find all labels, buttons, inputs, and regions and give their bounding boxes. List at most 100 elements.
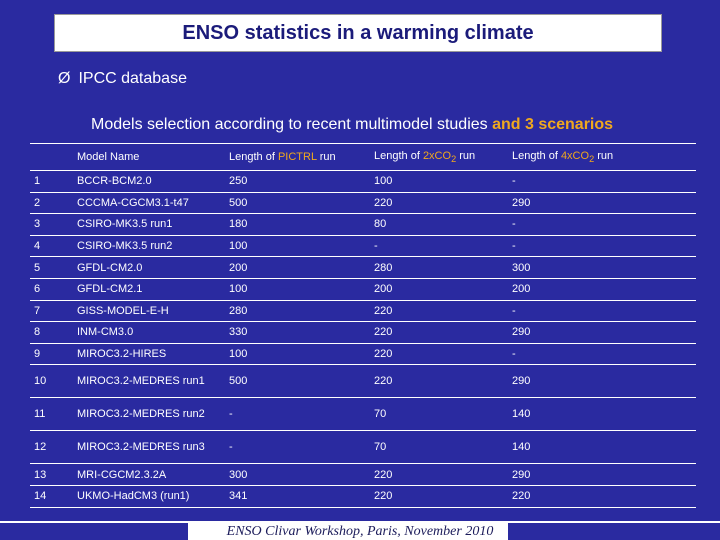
header-number: [30, 143, 73, 171]
4xco2-length: 200: [508, 277, 696, 301]
row-number: 10: [30, 364, 73, 399]
2xco2-length: 220: [370, 191, 508, 215]
row-number: 1: [30, 170, 73, 193]
2xco2-length: -: [370, 234, 508, 258]
row-number: 3: [30, 213, 73, 236]
row-number: 14: [30, 484, 73, 508]
row-number: 6: [30, 277, 73, 301]
2xco2-length: 220: [370, 484, 508, 508]
4xco2-length: 220: [508, 484, 696, 508]
2xco2-length: 220: [370, 463, 508, 486]
header-4xco2-pre: Length of: [512, 149, 561, 162]
model-name: CSIRO-MK3.5 run2: [73, 234, 225, 258]
pictrl-length: 180: [225, 213, 370, 236]
pictrl-length: 100: [225, 342, 370, 366]
model-name: MIROC3.2-HIRES: [73, 342, 225, 366]
table-row: 11 MIROC3.2-MEDRES run2-70 140: [30, 397, 696, 432]
2xco2-length: 100: [370, 170, 508, 193]
models-table: Model Name Length of PICTRL run Length o…: [30, 143, 696, 508]
footer-divider: [0, 521, 720, 523]
row-number: 5: [30, 256, 73, 279]
2xco2-length: 220: [370, 321, 508, 344]
pictrl-length: 500: [225, 191, 370, 215]
4xco2-length: -: [508, 234, 696, 258]
model-name: INM-CM3.0: [73, 321, 225, 344]
pictrl-length: 341: [225, 484, 370, 508]
header-pictrl: Length of PICTRL run: [225, 143, 370, 171]
header-2xco2-hl: 2xCO: [422, 149, 452, 162]
bullet-text: IPCC database: [78, 70, 187, 87]
header-4xco2-post: run: [594, 149, 614, 162]
4xco2-length: -: [508, 342, 696, 366]
header-2xco2-post: run: [456, 149, 476, 162]
table-row: 8 INM-CM3.0 330 220 290: [30, 321, 696, 344]
row-number: 7: [30, 299, 73, 323]
footer-background: [188, 523, 508, 540]
subtitle-highlight: and 3 scenarios: [492, 116, 614, 133]
pictrl-length: 250: [225, 170, 370, 193]
model-name: BCCR-BCM2.0: [73, 170, 225, 193]
header-pictrl-hl: PICTRL: [277, 151, 317, 163]
pictrl-length: -: [225, 430, 370, 465]
model-name: MIROC3.2-MEDRES run1: [73, 364, 225, 399]
2xco2-length: 70: [370, 430, 508, 465]
arrow-bullet-icon: Ø: [58, 70, 71, 87]
2xco2-length: 220: [370, 342, 508, 366]
table-row: 1 BCCR-BCM2.0 250 100-: [30, 170, 696, 193]
table-row: 9 MIROC3.2-HIRES 100 220-: [30, 342, 696, 366]
4xco2-length: 140: [508, 397, 696, 432]
row-number: 13: [30, 463, 73, 486]
header-4xco2-sub: 2: [589, 154, 595, 165]
4xco2-length: 300: [508, 256, 696, 279]
2xco2-length: 70: [370, 397, 508, 432]
pictrl-length: 300: [225, 463, 370, 486]
header-4xco2: Length of 4xCO2 run: [508, 143, 696, 171]
pictrl-length: 500: [225, 364, 370, 399]
2xco2-length: 200: [370, 277, 508, 301]
header-model-name: Model Name: [73, 143, 225, 171]
model-name: CSIRO-MK3.5 run1: [73, 213, 225, 236]
model-name: MIROC3.2-MEDRES run3: [73, 430, 225, 465]
table-row: 13 MRI-CGCM2.3.2A 300 220 290: [30, 463, 696, 486]
pictrl-length: -: [225, 397, 370, 432]
model-name: UKMO-HadCM3 (run1): [73, 484, 225, 508]
row-number: 9: [30, 342, 73, 366]
4xco2-length: 290: [508, 321, 696, 344]
header-pictrl-post: run: [316, 151, 336, 163]
2xco2-length: 220: [370, 299, 508, 323]
4xco2-length: 290: [508, 364, 696, 399]
model-name: GFDL-CM2.1: [73, 277, 225, 301]
table-row: 6 GFDL-CM2.1 100 200 200: [30, 277, 696, 301]
4xco2-length: 290: [508, 463, 696, 486]
table-row: 7 GISS-MODEL-E-H 280 220-: [30, 299, 696, 323]
model-name: MIROC3.2-MEDRES run2: [73, 397, 225, 432]
table-row: 14 UKMO-HadCM3 (run1) 341 220 220: [30, 484, 696, 508]
4xco2-length: 290: [508, 191, 696, 215]
model-name: GFDL-CM2.0: [73, 256, 225, 279]
row-number: 11: [30, 397, 73, 432]
header-2xco2: Length of 2xCO2 run: [370, 143, 508, 171]
pictrl-length: 280: [225, 299, 370, 323]
slide-title: ENSO statistics in a warming climate: [54, 14, 662, 52]
subtitle: Models selection according to recent mul…: [91, 116, 613, 134]
pictrl-length: 100: [225, 277, 370, 301]
model-name: CCCMA-CGCM3.1-t47: [73, 191, 225, 215]
row-number: 12: [30, 430, 73, 465]
table-row: 4 CSIRO-MK3.5 run2 100- -: [30, 234, 696, 258]
bullet-item: Ø IPCC database: [58, 70, 187, 88]
header-4xco2-hl: 4xCO: [560, 149, 590, 162]
row-number: 2: [30, 191, 73, 215]
2xco2-length: 80: [370, 213, 508, 236]
header-2xco2-pre: Length of: [374, 149, 423, 162]
model-name: MRI-CGCM2.3.2A: [73, 463, 225, 486]
table-row: 2 CCCMA-CGCM3.1-t47 500 220 290: [30, 191, 696, 215]
2xco2-length: 220: [370, 364, 508, 399]
model-name: GISS-MODEL-E-H: [73, 299, 225, 323]
row-number: 4: [30, 234, 73, 258]
pictrl-length: 200: [225, 256, 370, 279]
pictrl-length: 100: [225, 234, 370, 258]
4xco2-length: 140: [508, 430, 696, 465]
subtitle-text: Models selection according to recent mul…: [91, 116, 488, 133]
table-header-row: Model Name Length of PICTRL run Length o…: [30, 143, 696, 171]
pictrl-length: 330: [225, 321, 370, 344]
